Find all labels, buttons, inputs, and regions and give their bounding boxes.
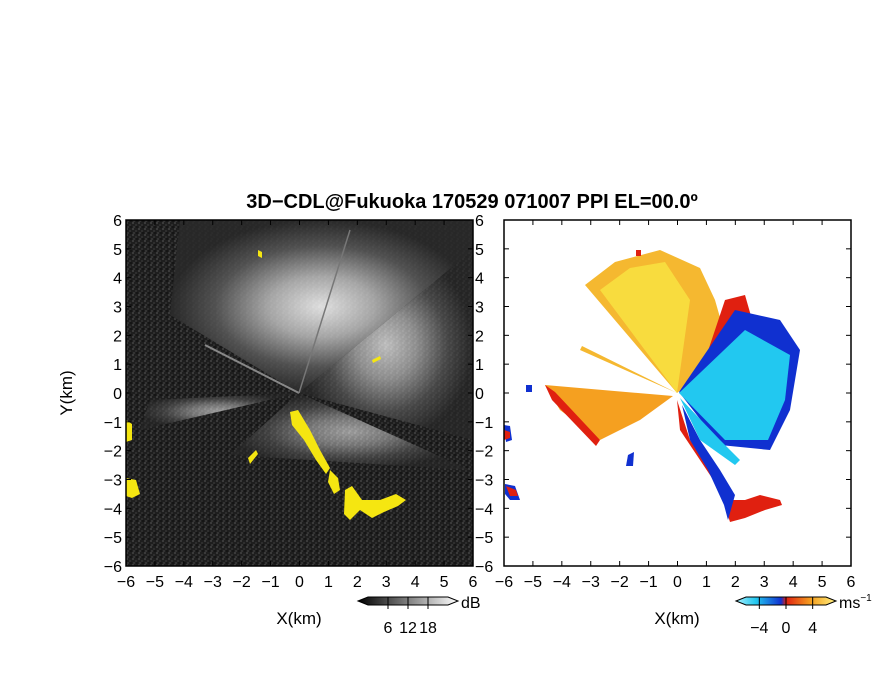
doppler-panel: −6 −5 −4 −3 −2 −1 0 1 2 3 4 5 6 −6 −5 −4 −3 −2 −1 0 1 2 3 4 5 6 X…: [475, 213, 872, 637]
snr-sector-left: [140, 393, 299, 430]
snr-plot-area: [126, 220, 473, 566]
doppler-ytick-label: −6: [475, 559, 493, 576]
snr-ray: [204, 344, 300, 394]
snr-xtick-label: 3: [382, 574, 391, 591]
doppler-yellow-region: [600, 262, 690, 393]
doppler-colorbar-ticks: −4 0 4: [750, 597, 817, 637]
doppler-xtick-label: 3: [760, 574, 769, 591]
snr-axes: −6 −5 −4 −3 −2 −1 0 1 2 3 4 5 6 −6 −5 −4 −3 −2 −1 0 1 2 3 4 5 6: [104, 213, 478, 591]
snr-xtick-label: −6: [117, 574, 135, 591]
doppler-xtick-label: 5: [818, 574, 827, 591]
doppler-west-orange: [545, 385, 673, 440]
doppler-ytick-label: −5: [475, 530, 493, 547]
doppler-xtick-label: −1: [639, 574, 657, 591]
snr-xtick-label: 2: [353, 574, 362, 591]
doppler-ytick-label: 6: [475, 213, 484, 230]
snr-ytick-label: 3: [113, 300, 122, 317]
snr-ytick-label: 0: [113, 386, 122, 403]
snr-sector-upper: [170, 220, 473, 393]
doppler-cyan-region: [679, 330, 790, 440]
snr-ytick-label: −2: [104, 444, 122, 461]
snr-xtick-label: 4: [411, 574, 420, 591]
snr-yellow-echo: [126, 250, 406, 520]
snr-colorbar: dB 6 12 18: [356, 595, 481, 637]
doppler-xtick-label: 2: [731, 574, 740, 591]
snr-colorbar-ticks: 6 12 18: [384, 597, 437, 637]
snr-colorbar-unit: dB: [461, 595, 481, 612]
snr-xlabel: X(km): [276, 609, 321, 628]
snr-xtick-label: −2: [233, 574, 251, 591]
doppler-ytick-label: 1: [475, 357, 484, 374]
snr-xtick-label: −3: [204, 574, 222, 591]
doppler-ytick-label: −1: [475, 415, 493, 432]
snr-ytick-label: −5: [104, 530, 122, 547]
doppler-sw-cyan: [680, 398, 740, 465]
doppler-colorbar-tick-label: 0: [782, 620, 791, 637]
doppler-ytick-label: 5: [475, 242, 484, 259]
doppler-colorbar-tick-label: −4: [750, 620, 768, 637]
doppler-axes: −6 −5 −4 −3 −2 −1 0 1 2 3 4 5 6 −6 −5 −4 −3 −2 −1 0 1 2 3 4 5 6: [475, 213, 856, 591]
doppler-ytick-label: 0: [475, 386, 484, 403]
doppler-xtick-label: −6: [495, 574, 513, 591]
doppler-colorbar: ms−1 −4 0 4: [734, 593, 872, 637]
snr-sector-lower: [230, 393, 470, 470]
doppler-west-red-edge: [545, 385, 600, 446]
doppler-xtick-label: 4: [789, 574, 798, 591]
snr-ytick-label: −4: [104, 501, 122, 518]
doppler-xtick-label: 1: [702, 574, 711, 591]
snr-ytick-label: 1: [113, 357, 122, 374]
doppler-xtick-label: 0: [673, 574, 682, 591]
snr-ray: [298, 229, 351, 394]
snr-ytick-label: 2: [113, 328, 122, 345]
doppler-ytick-label: 2: [475, 328, 484, 345]
doppler-xtick-label: 6: [847, 574, 856, 591]
doppler-ytick-label: 4: [475, 271, 484, 288]
snr-xtick-label: 5: [440, 574, 449, 591]
doppler-ytick-label: −3: [475, 473, 493, 490]
doppler-ytick-label: 3: [475, 300, 484, 317]
snr-xtick-label: −1: [261, 574, 279, 591]
snr-ytick-label: 4: [113, 271, 122, 288]
doppler-colorbar-tick-label: 4: [808, 620, 817, 637]
doppler-xlabel: X(km): [654, 609, 699, 628]
snr-xtick-label: 1: [324, 574, 333, 591]
snr-colorbar-tick-label: 6: [384, 620, 393, 637]
snr-ytick-label: −6: [104, 559, 122, 576]
snr-colorbar-tick-label: 18: [419, 620, 437, 637]
doppler-edge-red: [504, 250, 641, 496]
snr-xtick-label: 0: [295, 574, 304, 591]
doppler-ray-nw: [580, 346, 677, 393]
doppler-south-blue: [682, 405, 735, 520]
doppler-ytick-label: −4: [475, 501, 493, 518]
snr-ytick-label: 5: [113, 242, 122, 259]
doppler-xtick-label: −2: [611, 574, 629, 591]
figure-title: 3D−CDL@Fukuoka 170529 071007 PPI EL=00.0…: [246, 191, 698, 213]
doppler-plot-area: [504, 220, 851, 566]
doppler-xtick-label: −3: [582, 574, 600, 591]
snr-ylabel: Y(km): [57, 370, 76, 415]
snr-ytick-label: −1: [104, 415, 122, 432]
doppler-ytick-label: −2: [475, 444, 493, 461]
snr-xtick-label: −5: [146, 574, 164, 591]
doppler-xtick-label: −4: [553, 574, 571, 591]
doppler-colorbar-unit: ms−1: [839, 593, 872, 612]
snr-sector-right: [299, 250, 473, 440]
doppler-xtick-label: −5: [524, 574, 542, 591]
snr-xtick-label: 6: [469, 574, 478, 591]
snr-xtick-label: −4: [175, 574, 193, 591]
snr-ytick-label: −3: [104, 473, 122, 490]
snr-colorbar-tick-label: 12: [399, 620, 417, 637]
snr-ytick-label: 6: [113, 213, 122, 230]
